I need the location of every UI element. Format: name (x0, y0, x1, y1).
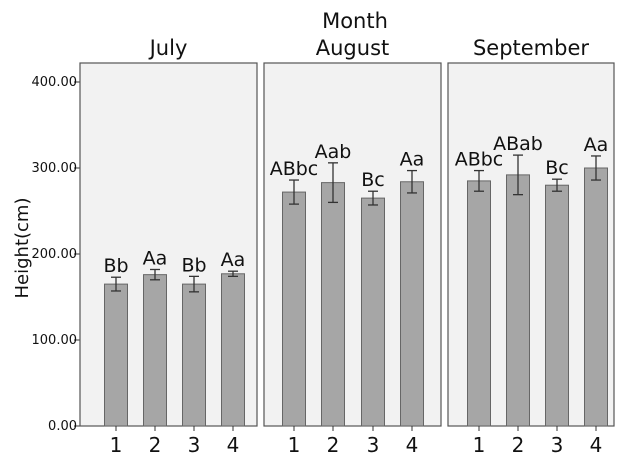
error-bar (513, 154, 523, 196)
data-label: Bc (361, 169, 384, 191)
data-label: ABbc (455, 149, 504, 171)
bar (321, 182, 345, 427)
error-bar (111, 276, 121, 292)
x-tick-label: 3 (367, 433, 380, 457)
error-bar (228, 270, 238, 278)
data-label: Bc (545, 157, 568, 179)
data-label: Bb (103, 255, 128, 277)
data-label: ABbc (270, 158, 319, 180)
data-label: Aa (584, 134, 609, 156)
panel-july: July Bb 1 Aa 2 Bb 3 Aa 4 (79, 36, 258, 457)
bar (467, 180, 491, 427)
data-label: Aab (315, 141, 352, 163)
bar (506, 174, 530, 427)
bar (282, 191, 306, 427)
bar (104, 283, 128, 427)
data-label: ABab (493, 133, 543, 155)
error-bar (474, 169, 484, 192)
bar (221, 273, 245, 427)
data-label: Aa (400, 149, 425, 171)
panel-title: August (316, 36, 390, 60)
x-tick-label: 4 (406, 433, 419, 457)
x-tick-label: 4 (227, 433, 240, 457)
x-tick-label: 1 (288, 433, 301, 457)
x-tick-label: 1 (473, 433, 486, 457)
chart-title: Month (322, 9, 388, 33)
error-bar (189, 275, 199, 293)
data-label: Bb (181, 254, 206, 276)
bar (584, 167, 608, 427)
y-axis: 0.00 100.00 200.00 300.00 400.00 (32, 75, 80, 434)
error-bar (368, 190, 378, 206)
data-label: Aa (143, 247, 168, 269)
bar (361, 197, 385, 427)
x-tick-label: 3 (551, 433, 564, 457)
error-bar (407, 169, 417, 194)
x-tick-label: 2 (149, 433, 162, 457)
error-bar (150, 268, 160, 281)
y-tick-label: 0.00 (48, 419, 77, 434)
bar (182, 283, 206, 427)
error-bar (552, 178, 562, 192)
y-tick-label: 200.00 (32, 247, 78, 262)
error-bar (328, 162, 338, 204)
x-tick-label: 2 (512, 433, 525, 457)
panels: JulyBb1Aa2Bb3Aa4AugustABbc1Aab2Bc3Aa4Sep… (79, 36, 615, 457)
panel-august: August ABbc 1 Aab 2 Bc 3 Aa 4 (263, 36, 442, 457)
x-tick-label: 2 (327, 433, 340, 457)
y-axis-label: Height(cm) (12, 198, 33, 299)
panel-title: September (473, 36, 589, 60)
panel-september: September ABbc 1 ABab 2 Bc 3 Aa 4 (447, 36, 615, 457)
error-bar (289, 179, 299, 205)
bar (143, 274, 167, 427)
y-tick-label: 100.00 (32, 333, 78, 348)
panel-title: July (148, 36, 188, 60)
data-label: Aa (221, 249, 246, 271)
bar (545, 184, 569, 427)
x-tick-label: 4 (590, 433, 603, 457)
y-tick-label: 400.00 (32, 75, 78, 90)
x-tick-label: 1 (110, 433, 123, 457)
x-tick-label: 3 (188, 433, 201, 457)
bar (400, 181, 424, 427)
error-bar (591, 155, 601, 181)
y-tick-label: 300.00 (32, 161, 78, 176)
